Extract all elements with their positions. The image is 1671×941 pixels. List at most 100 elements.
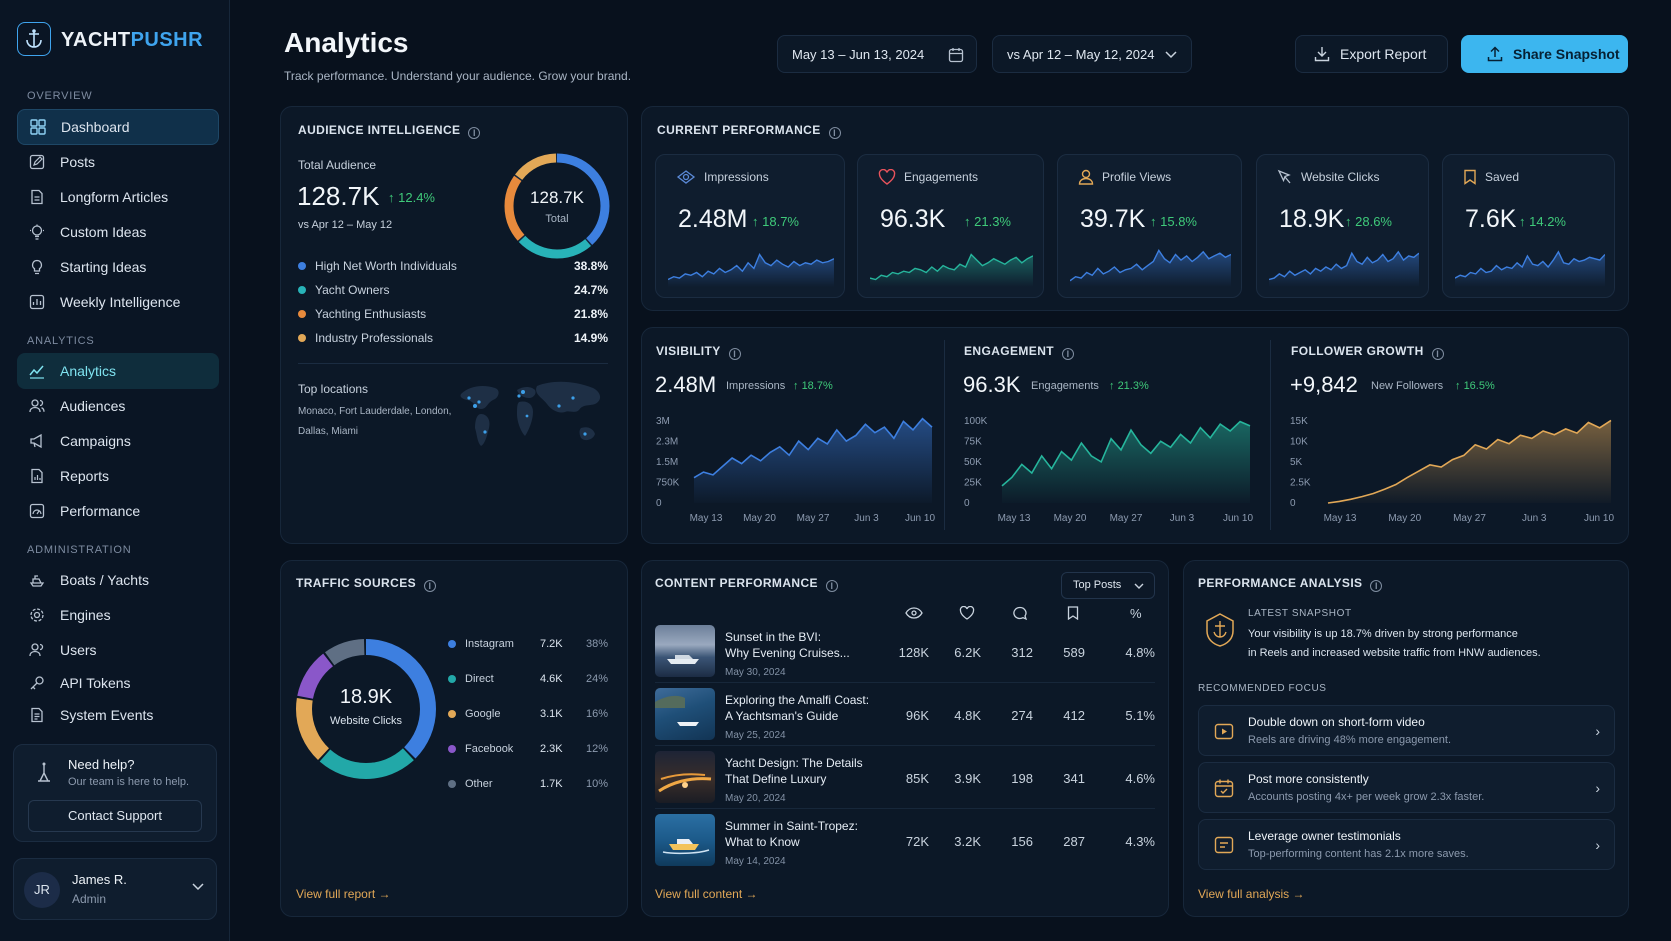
metric-change: ↑ 14.2% [1519, 214, 1566, 229]
post-thumbnail [655, 751, 715, 803]
focus-item-owner-testimonials[interactable]: Leverage owner testimonials Top-performi… [1198, 819, 1615, 870]
eye-icon [905, 607, 923, 619]
visibility-chart: 0 750K 1.5M 2.3M 3M May 13 May 20 May 27 Jun 3 Ju… [656, 416, 935, 524]
sidebar-item-custom-ideas[interactable]: Custom Ideas [17, 214, 219, 250]
content-row[interactable]: Summer in Saint-Tropez: What to Know May … [655, 812, 1155, 872]
sidebar-item-api-tokens[interactable]: API Tokens [17, 665, 219, 701]
sidebar-item-users[interactable]: Users [17, 632, 219, 668]
y-tick-label: 25K [964, 478, 982, 489]
sidebar-item-performance[interactable]: Performance [17, 493, 219, 529]
sidebar-item-reports[interactable]: Reports [17, 458, 219, 494]
view-full-analysis-link[interactable]: View full analysis → [1198, 887, 1305, 901]
sidebar-item-engines[interactable]: Engines [17, 597, 219, 633]
post-views: 85K [905, 771, 929, 786]
audience-donut-segment [504, 153, 610, 259]
sparkline-area [1455, 251, 1605, 287]
info-icon[interactable]: i [1370, 580, 1383, 592]
sidebar-item-boats-yachts[interactable]: Boats / Yachts [17, 562, 219, 598]
total-audience-change: ↑ 12.4% [388, 190, 435, 205]
comment-icon [1012, 606, 1028, 621]
post-title-line1: Yacht Design: The Details [725, 756, 863, 770]
info-icon[interactable]: i [825, 580, 838, 592]
sidebar-item-weekly-intelligence[interactable]: Weekly Intelligence [17, 284, 219, 320]
metric-card-engagements[interactable]: Engagements 96.3K ↑ 21.3% [857, 154, 1044, 298]
sidebar-item-dashboard[interactable]: Dashboard [17, 109, 219, 145]
info-icon[interactable]: i [468, 127, 481, 139]
follower-growth-change-value: 16.5% [1463, 380, 1495, 392]
bulb-icon [27, 257, 47, 277]
sidebar-item-longform-articles[interactable]: Longform Articles [17, 179, 219, 215]
view-full-report-link[interactable]: View full report → [296, 887, 391, 901]
info-icon[interactable]: i [1431, 348, 1444, 360]
info-icon[interactable]: i [1062, 348, 1075, 360]
export-report-button[interactable]: Export Report [1295, 35, 1448, 73]
y-tick-label: 5K [1290, 457, 1303, 468]
share-snapshot-button[interactable]: Share Snapshot [1461, 35, 1628, 73]
date-range-picker[interactable]: May 13 – Jun 13, 2024 [777, 35, 977, 73]
follower-growth-title: FOLLOWER GROWTH i [1291, 344, 1444, 360]
contact-support-button[interactable]: Contact Support [28, 800, 202, 832]
sparkline-area [1070, 250, 1231, 287]
source-value: 4.6K [540, 673, 563, 685]
bookmark-icon [1463, 169, 1477, 185]
focus-item-post-consistently[interactable]: Post more consistently Accounts posting … [1198, 762, 1615, 813]
metric-label-text: Saved [1485, 170, 1520, 184]
legend-dot [448, 640, 456, 648]
sidebar-item-system-events[interactable]: System Events [17, 697, 219, 733]
source-pct: 24% [586, 673, 609, 685]
post-comments: 274 [1011, 708, 1033, 723]
sidebar-item-posts[interactable]: Posts [17, 144, 219, 180]
metric-card-saved[interactable]: Saved 7.6K ↑ 14.2% [1442, 154, 1615, 298]
focus-item-short-form-video[interactable]: Double down on short-form video Reels ar… [1198, 705, 1615, 756]
total-audience-change-value: 12.4% [398, 190, 435, 205]
chevron-down-icon [192, 883, 204, 891]
post-saves: 341 [1063, 771, 1085, 786]
top-locations-label: Top locations [298, 382, 369, 396]
total-audience-value: 128.7K [297, 181, 380, 211]
metric-label: Impressions [676, 169, 769, 185]
info-icon[interactable]: i [728, 348, 741, 360]
brand-name-part-b: PUSHR [130, 29, 204, 51]
audience-donut-arcs [504, 153, 610, 259]
sparkline-profile-views [1070, 249, 1231, 287]
top-posts-select[interactable]: Top Posts [1061, 572, 1155, 599]
content-row[interactable]: Exploring the Amalfi Coast: A Yachtsman's… [655, 686, 1155, 746]
info-icon[interactable]: i [828, 127, 841, 139]
engagement-chart: 0 25K 50K 75K 100K May 13 May 20 May 27 Jun 3 Jun… [964, 416, 1253, 524]
metric-card-impressions[interactable]: Impressions 2.48M ↑ 18.7% [655, 154, 845, 298]
x-tick-label: Jun 3 [1522, 513, 1547, 524]
divider [1270, 340, 1271, 530]
sidebar-item-campaigns[interactable]: Campaigns [17, 423, 219, 459]
sidebar-item-label: API Tokens [60, 675, 131, 691]
post-title-line1: Exploring the Amalfi Coast: [725, 693, 870, 707]
metric-label-text: Website Clicks [1301, 170, 1380, 184]
content-row[interactable]: Sunset in the BVI: Why Evening Cruises...… [655, 623, 1155, 683]
metric-value: 7.6K [1465, 205, 1517, 233]
post-thumbnail [655, 625, 715, 677]
legend-value: 14.9% [573, 331, 608, 345]
sidebar-item-analytics[interactable]: Analytics [17, 353, 219, 389]
brand-logo-icon[interactable] [17, 22, 51, 56]
post-title-line2: That Define Luxury [725, 772, 827, 786]
y-tick-label: 2.5K [1290, 478, 1311, 489]
help-icon [34, 761, 54, 783]
sparkline-line [668, 253, 834, 281]
info-icon[interactable]: i [424, 580, 436, 592]
user-menu[interactable]: JR James R. Admin [13, 858, 217, 920]
metric-card-website-clicks[interactable]: Website Clicks 18.9K ↑ 28.6% [1256, 154, 1429, 298]
metric-card-profile-views[interactable]: Profile Views 39.7K ↑ 15.8% [1057, 154, 1242, 298]
compare-range-select[interactable]: vs Apr 12 – May 12, 2024 [992, 35, 1192, 73]
view-full-content-link[interactable]: View full content → [655, 887, 758, 901]
focus-title: Leverage owner testimonials [1248, 829, 1401, 843]
eye-icon [676, 169, 696, 185]
post-thumbnail [655, 688, 715, 740]
sidebar-item-audiences[interactable]: Audiences [17, 388, 219, 424]
sidebar-item-label: Users [60, 642, 97, 658]
sidebar-item-starting-ideas[interactable]: Starting Ideas [17, 249, 219, 285]
content-performance-card [641, 560, 1169, 917]
avatar: JR [24, 872, 60, 908]
content-row[interactable]: Yacht Design: The Details That Define Lux… [655, 749, 1155, 809]
x-tick-label: Jun 10 [905, 513, 935, 524]
user-icon [1078, 169, 1094, 185]
chart-line [1327, 419, 1612, 504]
